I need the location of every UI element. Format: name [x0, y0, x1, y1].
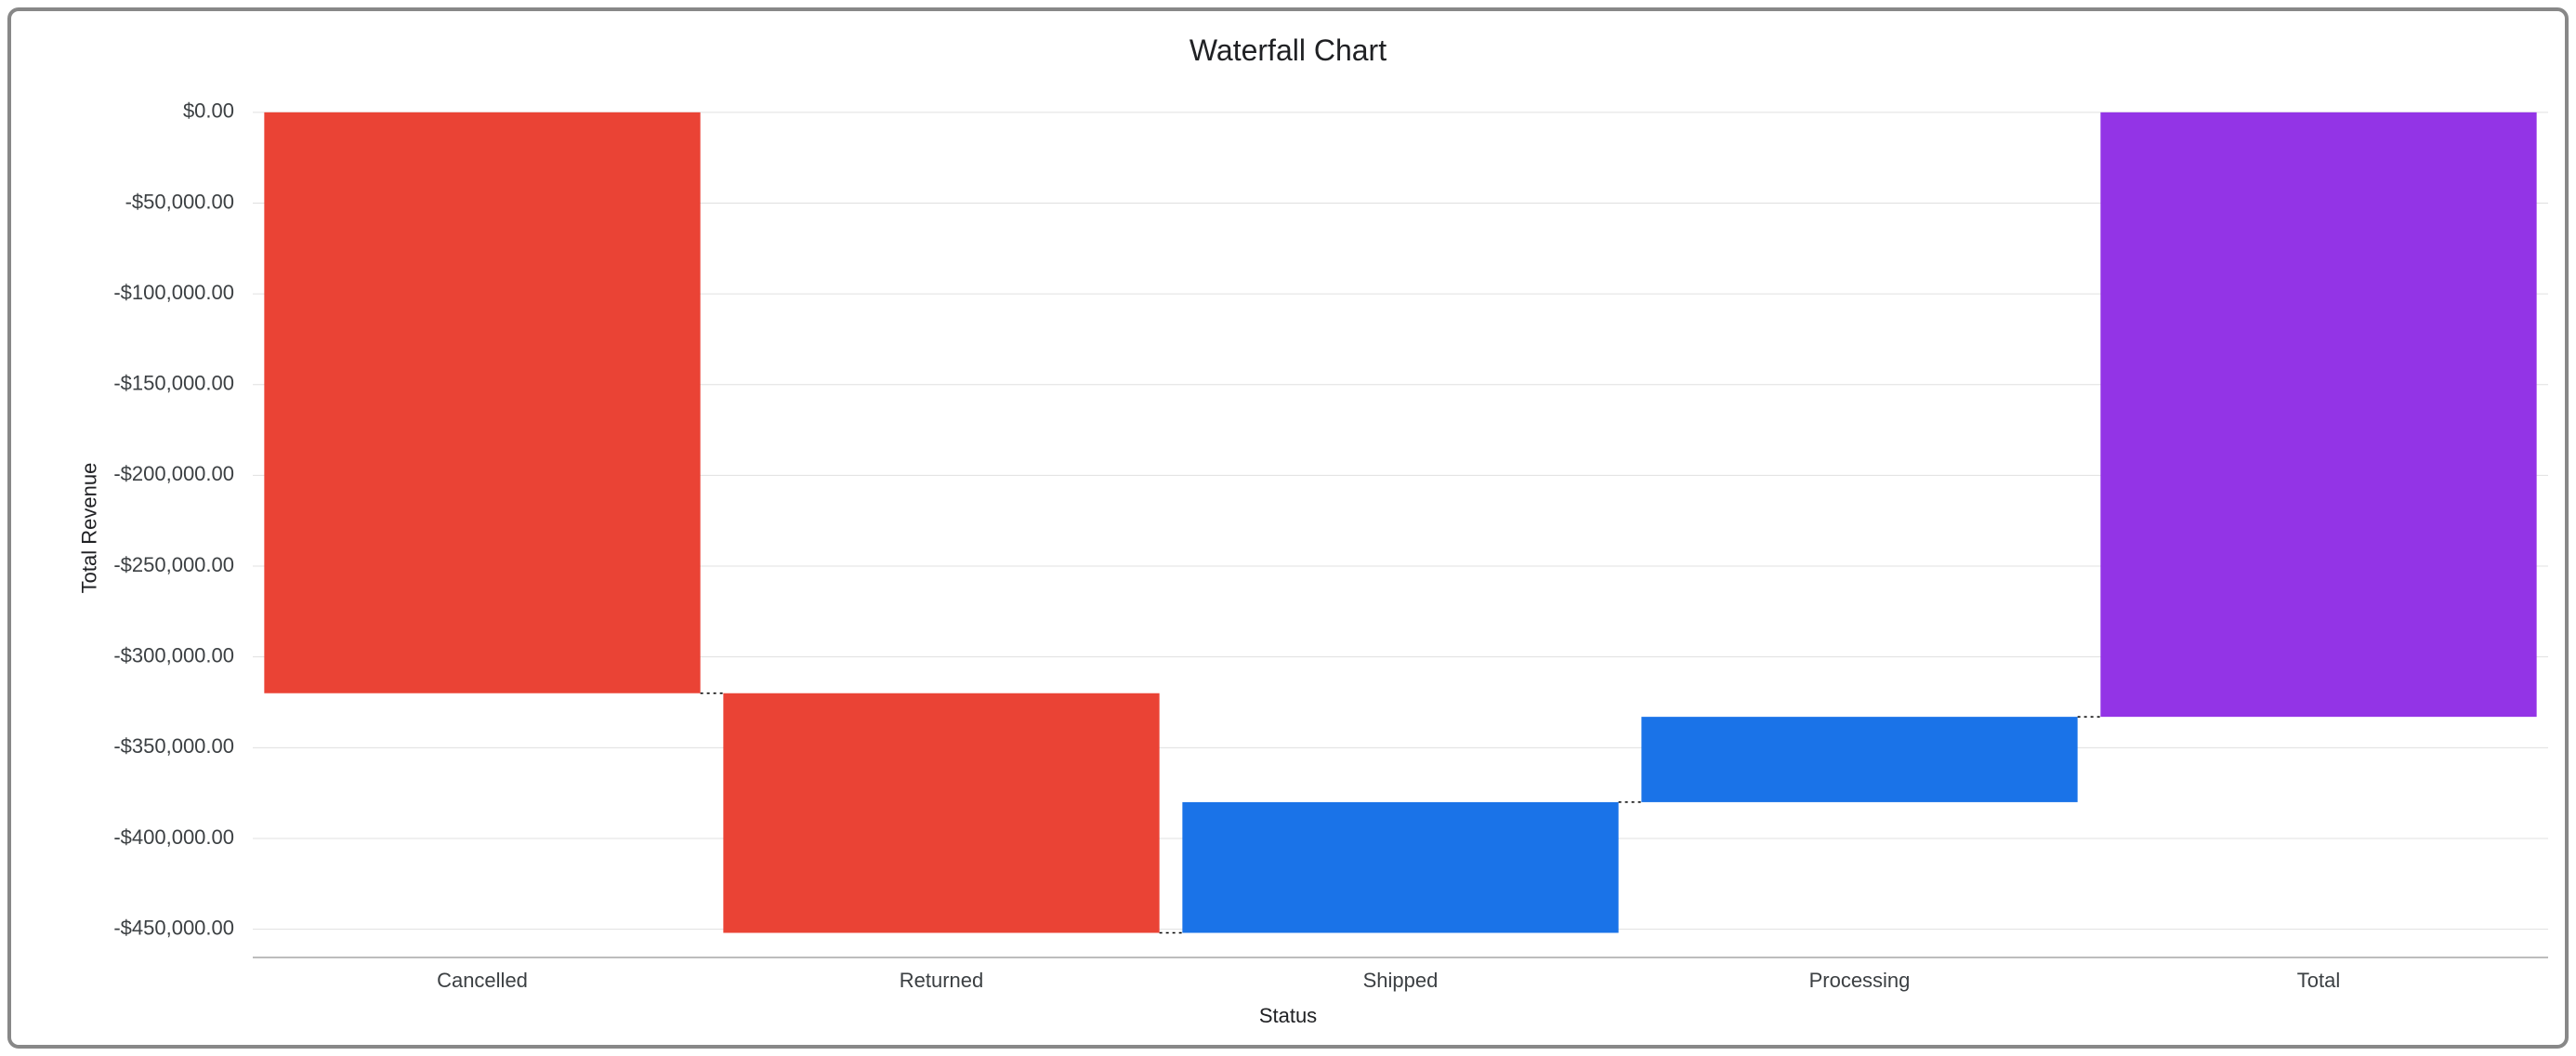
x-tick-label: Processing	[1809, 969, 1911, 992]
y-tick-label: -$100,000.00	[113, 281, 234, 304]
x-tick-label: Total	[2297, 969, 2340, 992]
y-tick-label: -$450,000.00	[113, 916, 234, 939]
y-tick-label: -$350,000.00	[113, 734, 234, 758]
x-tick-label: Cancelled	[437, 969, 528, 992]
y-tick-label: -$300,000.00	[113, 643, 234, 667]
y-tick-label: -$150,000.00	[113, 372, 234, 395]
y-tick-label: -$250,000.00	[113, 553, 234, 576]
y-tick-label: -$400,000.00	[113, 825, 234, 849]
x-tick-label: Shipped	[1363, 969, 1439, 992]
y-tick-label: -$50,000.00	[125, 190, 234, 213]
bar-shipped	[1182, 802, 1618, 933]
bar-processing	[1641, 717, 2077, 802]
bar-returned	[723, 693, 1159, 933]
bar-cancelled	[264, 112, 700, 693]
waterfall-chart-svg: $0.00 -$50,000.00 -$100,000.00 -$150,000.00…	[11, 11, 2565, 1045]
bar-total	[2100, 112, 2536, 717]
y-tick-label: $0.00	[183, 99, 234, 123]
x-tick-label: Returned	[900, 969, 984, 992]
y-tick-label: -$200,000.00	[113, 462, 234, 485]
chart-frame: Waterfall Chart Total Revenue Status $0.…	[7, 7, 2569, 1049]
